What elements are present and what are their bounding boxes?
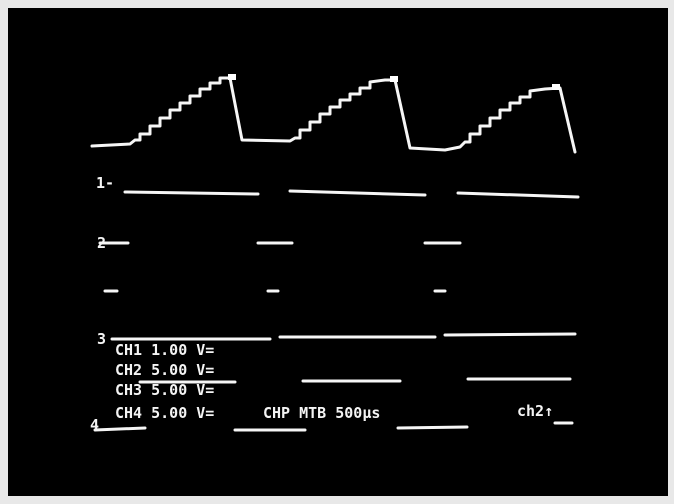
channel-readout: CH3 5.00 V= — [115, 381, 214, 399]
channel-readout: CH2 5.00 V= — [115, 361, 214, 379]
ch2-trace — [125, 192, 258, 194]
channel-readout: CH4 5.00 V= — [115, 404, 214, 422]
timebase-readout: CHP MTB 500µs — [263, 404, 380, 422]
channel-readout: CH1 1.00 V= — [115, 341, 214, 359]
ch3-trace — [445, 334, 575, 335]
ch4-low — [95, 428, 145, 430]
trigger-readout: ch2↑ — [517, 402, 553, 420]
channel-marker: 4 — [90, 416, 99, 434]
channel-marker: 3 — [97, 330, 106, 348]
channel-marker: 2 — [97, 234, 106, 252]
ch4-low — [398, 427, 467, 428]
channel-marker: 1- — [96, 174, 114, 192]
scope-screen: 1- 2 3 4 CH1 1.00 V= CH2 5.00 V= CH3 5.0… — [0, 0, 674, 504]
